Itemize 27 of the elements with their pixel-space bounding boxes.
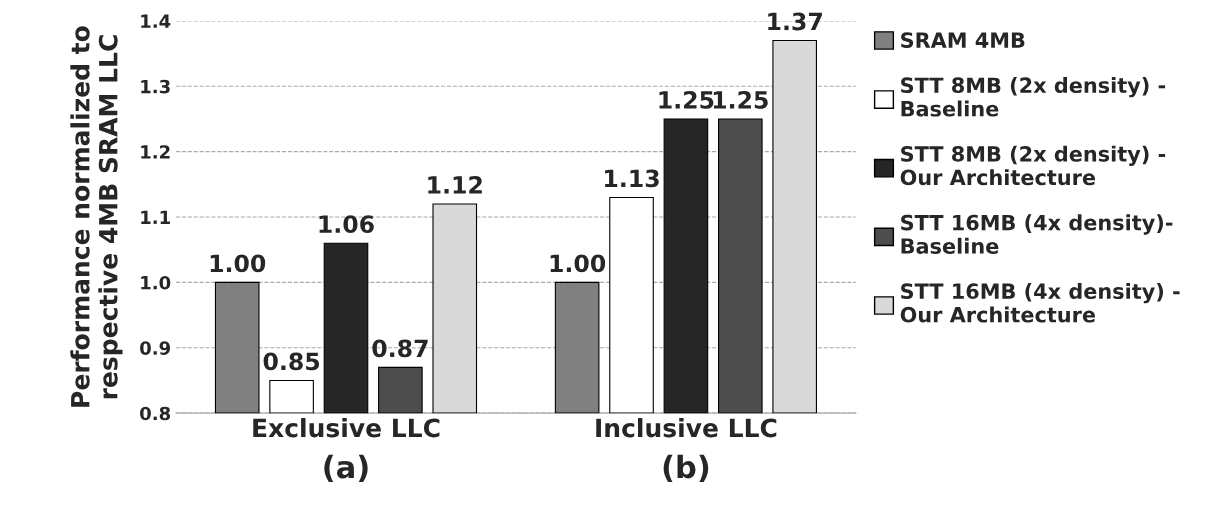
x-tick-label: Inclusive LLC — [596, 418, 777, 438]
legend-label: SRAM 4MB — [901, 32, 1025, 48]
data-label: 1.13 — [605, 169, 659, 188]
legend-label: STT 16MB (4x density) - Our Architecture — [900, 282, 1180, 323]
y-tick-label: 0.9 — [140, 341, 171, 355]
text: (b) — [663, 454, 709, 483]
x-tick-label: Exclusive LLC — [253, 418, 440, 438]
y-tick-label: 1.1 — [141, 210, 170, 224]
data-label: 0.87 — [372, 339, 428, 358]
y-tick-label: 1.3 — [141, 79, 170, 94]
data-label: 0.85 — [263, 352, 320, 371]
text: (a) — [324, 454, 368, 483]
legend-label: STT 8MB (2x density) - Baseline — [901, 76, 1166, 117]
y-axis-title: Performance normalized to respective 4MB SRAM LLC — [70, 26, 123, 407]
data-label: 1.37 — [768, 12, 822, 31]
data-label: 1.25 — [659, 90, 714, 109]
data-label: 1.00 — [550, 254, 606, 273]
y-tick-label: 1.0 — [141, 275, 171, 290]
y-tick-label: 0.8 — [140, 406, 171, 421]
legend-label: STT 16MB (4x density)- Baseline — [901, 214, 1173, 254]
data-label: 1.12 — [428, 175, 482, 194]
data-label: 1.25 — [713, 90, 768, 109]
data-label: 1.00 — [210, 254, 266, 273]
y-tick-label: 1.4 — [141, 14, 171, 28]
y-tick-label: 1.2 — [141, 145, 170, 159]
data-label: 1.06 — [319, 215, 374, 234]
legend-label: STT 8MB (2x density) - Our Architecture — [900, 145, 1166, 186]
